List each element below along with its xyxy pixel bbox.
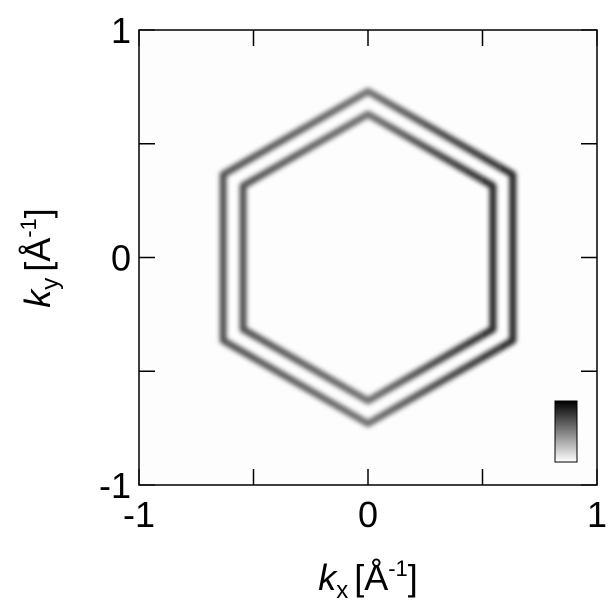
x-label-sub: x (336, 577, 348, 600)
y-label-symbol: k (17, 288, 58, 308)
colorbar (555, 401, 577, 462)
x-tick-label: 0 (358, 494, 378, 535)
x-tick-label: 1 (587, 494, 607, 535)
y-tick-label: 0 (111, 238, 131, 279)
y-tick-label: -1 (99, 465, 131, 506)
x-label-sup: -1 (388, 556, 408, 581)
x-label-close: ] (408, 557, 418, 598)
y-axis-label: ky [Å-1] (16, 208, 64, 308)
y-label-sub: y (37, 278, 64, 290)
plot-frame (139, 30, 597, 485)
y-label-unit: [Å (17, 238, 58, 272)
chart: -101-101 kx[Å-1] ky[Å-1] (0, 0, 608, 600)
y-label-sup: -1 (16, 218, 41, 238)
y-label-close: ] (17, 208, 58, 218)
x-label-symbol: k (318, 557, 338, 598)
y-tick-label: 1 (111, 10, 131, 51)
x-label-unit: [Å (354, 557, 388, 598)
x-axis-label: kx [Å-1] (318, 556, 418, 600)
